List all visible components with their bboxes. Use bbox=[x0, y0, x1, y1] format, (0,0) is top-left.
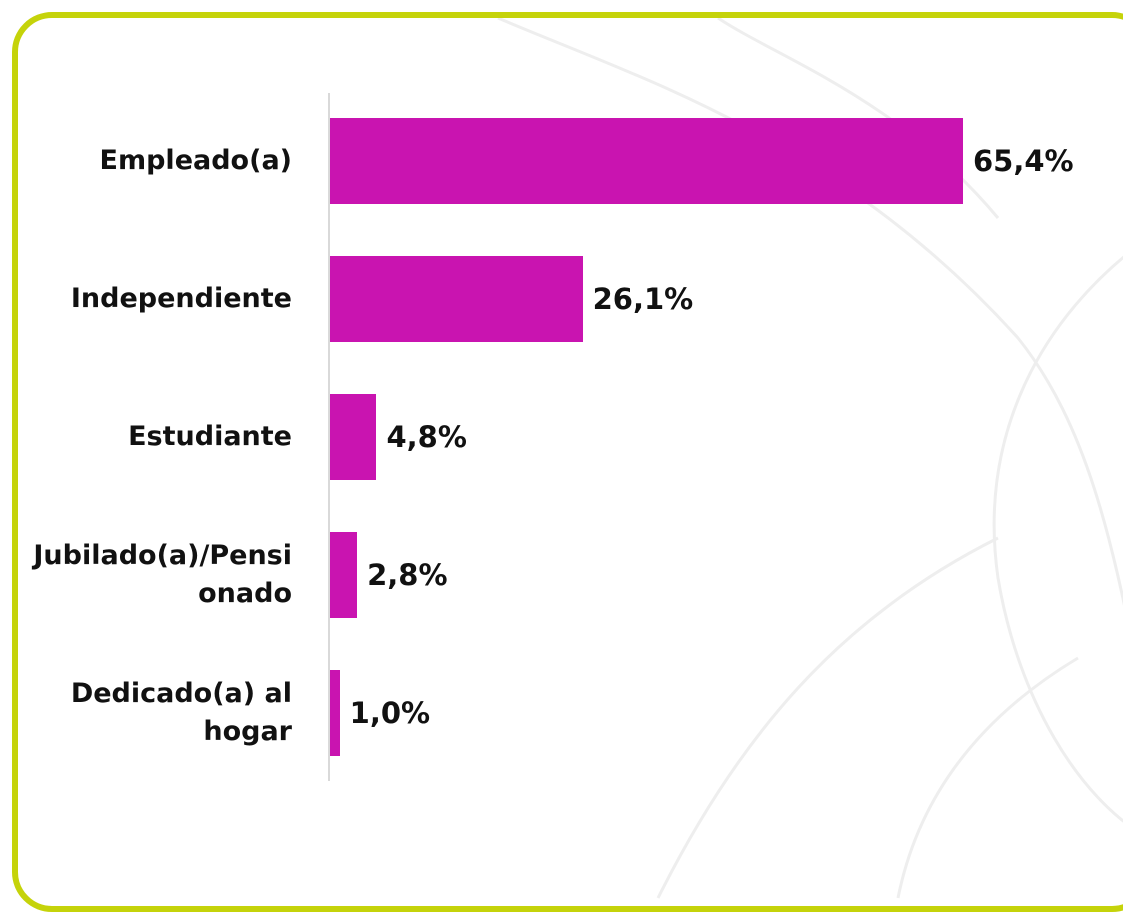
value-label: 65,4% bbox=[973, 141, 1074, 181]
value-label: 2,8% bbox=[367, 555, 447, 595]
category-label: Dedicado(a) al hogar bbox=[20, 663, 292, 763]
value-label: 26,1% bbox=[593, 279, 694, 319]
category-label: Jubilado(a)/Pensionado bbox=[20, 525, 292, 625]
bar bbox=[330, 394, 376, 480]
page: Empleado(a) 65,4% Independiente 26,1% Estudi… bbox=[0, 0, 1123, 876]
category-label: Estudiante bbox=[20, 387, 292, 487]
value-label: 4,8% bbox=[386, 417, 466, 457]
category-label: Empleado(a) bbox=[20, 111, 292, 211]
category-label: Independiente bbox=[20, 249, 292, 349]
chart: Empleado(a) 65,4% Independiente 26,1% Estudi… bbox=[0, 0, 1123, 876]
bar bbox=[330, 670, 340, 756]
bar bbox=[330, 118, 963, 204]
bar bbox=[330, 256, 583, 342]
bar bbox=[330, 532, 357, 618]
value-label: 1,0% bbox=[350, 693, 430, 733]
